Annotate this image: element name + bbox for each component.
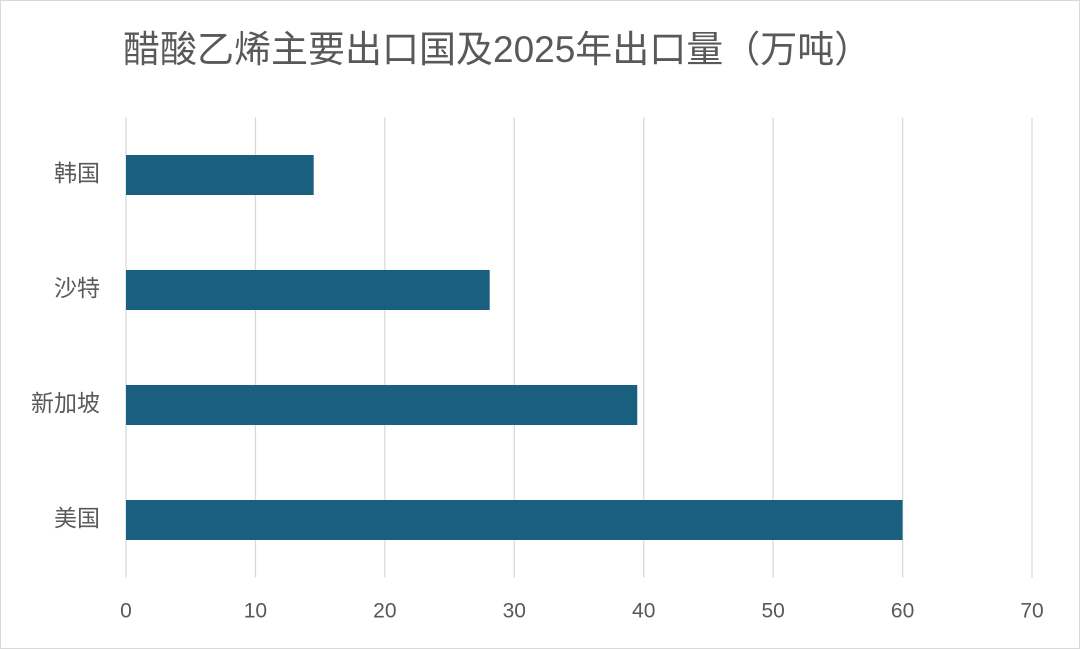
bar xyxy=(126,385,638,425)
y-tick-label: 韩国 xyxy=(54,160,100,186)
bar xyxy=(126,500,903,540)
bar xyxy=(126,155,314,195)
x-tick-label: 10 xyxy=(244,600,267,623)
y-tick-label: 新加坡 xyxy=(31,390,100,416)
x-tick-label: 20 xyxy=(373,600,396,623)
chart-title: 醋酸乙烯主要出口国及2025年出口量（万吨） xyxy=(123,29,871,70)
y-tick-label: 沙特 xyxy=(54,275,100,301)
x-tick-label: 50 xyxy=(761,600,784,623)
y-tick-label: 美国 xyxy=(54,505,100,531)
x-tick-label: 40 xyxy=(632,600,655,623)
bar xyxy=(126,270,490,310)
x-tick-label: 60 xyxy=(891,600,914,623)
x-tick-label: 0 xyxy=(120,600,132,623)
x-tick-label: 30 xyxy=(503,600,526,623)
x-tick-label: 70 xyxy=(1020,600,1043,623)
